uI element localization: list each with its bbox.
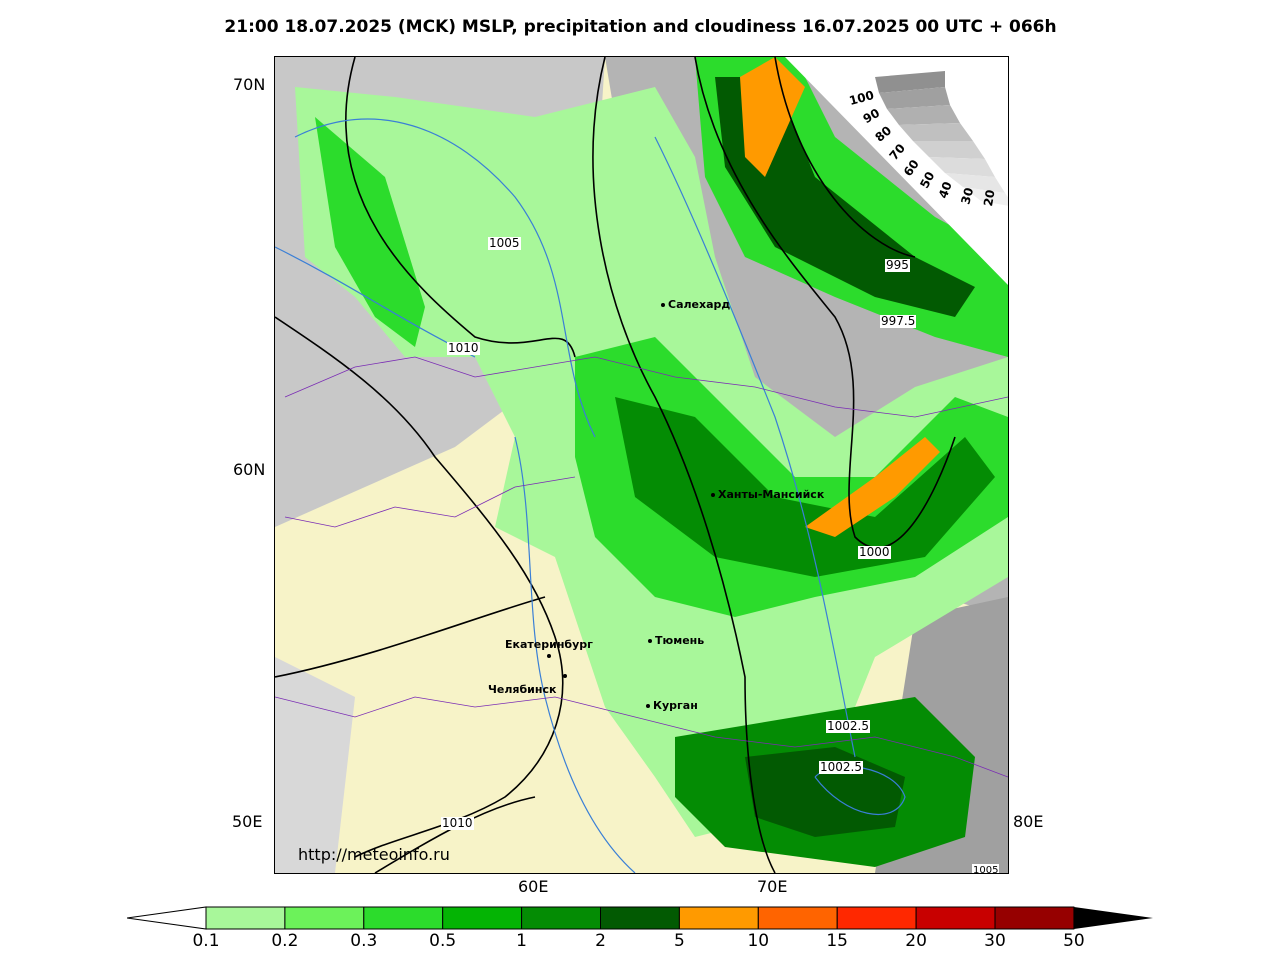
regional-borders	[275, 356, 1008, 778]
colorbar-tick-label: 1	[516, 931, 528, 951]
forecast-map: 100 90 80 70 60 50 40 30 20 1005 1010 99…	[274, 56, 1009, 874]
cloud-scale-label: 20	[981, 188, 998, 208]
isobars	[275, 57, 956, 873]
colorbar-cell	[678, 906, 759, 930]
city-yekaterinburg: Екатеринбург	[505, 638, 593, 651]
colorbar-tick-label: 10	[747, 931, 770, 951]
map-canvas	[275, 57, 1008, 873]
city-chelyabinsk: Челябинск	[488, 683, 557, 696]
precip-heavy-east	[805, 437, 940, 537]
isobar-label: 997.5	[880, 314, 917, 328]
city-khanty-mansiysk: Ханты-Мансийск	[711, 488, 824, 501]
isobar-label: 995	[885, 258, 910, 272]
precip-heavy-north	[740, 57, 805, 177]
city-marker	[563, 674, 567, 678]
cloudiness-fan	[875, 71, 1008, 206]
precip-colorbar	[127, 906, 1153, 930]
colorbar-cell	[915, 906, 996, 930]
colorbar-tick-label: 15	[826, 931, 849, 951]
isobar-label: 1005	[972, 864, 1000, 873]
cloud-fan-sectors	[875, 71, 1008, 206]
colorbar-high-arrow	[1074, 907, 1153, 929]
precip-core-south	[745, 747, 905, 837]
colorbar-tick-label: 0.3	[350, 931, 378, 951]
city-salekhard: Салехард	[661, 298, 730, 311]
lon-label-80e: 80E	[1013, 812, 1044, 831]
colorbar-tick-label: 20	[905, 931, 927, 951]
precip-band-mid	[315, 117, 425, 347]
colorbar-cell	[836, 906, 917, 930]
colorbar-tick-label: 30	[984, 931, 1006, 951]
lon-label-70e: 70E	[757, 877, 788, 896]
map-title: 21:00 18.07.2025 (MCK) MSLP, precipitati…	[224, 17, 1057, 37]
colorbar-cell	[600, 906, 680, 930]
colorbar-cell	[994, 906, 1075, 930]
colorbar-cell	[363, 906, 444, 930]
isobar-label: 1010	[447, 341, 480, 355]
colorbar-tick-label: 0.5	[429, 931, 457, 951]
isobar-label: 1002.5	[826, 719, 870, 733]
isobar-label: 1002.5	[819, 760, 863, 774]
colorbar-low-arrow	[127, 906, 207, 930]
colorbar-tick-label: 50	[1063, 931, 1085, 951]
colorbar-tick-label: 0.1	[192, 931, 220, 951]
isobar-label: 1010	[441, 816, 474, 830]
city-kurgan: Курган	[646, 699, 698, 712]
precip-core-central	[615, 397, 995, 577]
colorbar-cell	[284, 906, 365, 930]
lon-label-50e: 50E	[232, 812, 263, 831]
colorbar-tick-label: 5	[673, 931, 685, 951]
colorbar-cell	[205, 906, 286, 930]
lat-label-60n: 60N	[233, 460, 266, 479]
cloud-area-west	[275, 657, 355, 873]
isobar-label: 1000	[858, 545, 891, 559]
colorbar-cell	[442, 906, 523, 930]
lat-label-70n: 70N	[233, 75, 266, 94]
colorbar-cell	[757, 906, 838, 930]
isobar-label: 1005	[488, 236, 521, 250]
city-tyumen: Тюмень	[648, 634, 704, 647]
source-credit: http://meteoinfo.ru	[298, 845, 450, 864]
colorbar-cell	[521, 906, 602, 930]
lon-label-60e: 60E	[518, 877, 549, 896]
colorbar-tick-label: 2	[595, 931, 606, 951]
colorbar-tick-label: 0.2	[271, 931, 299, 951]
city-marker	[547, 654, 551, 658]
